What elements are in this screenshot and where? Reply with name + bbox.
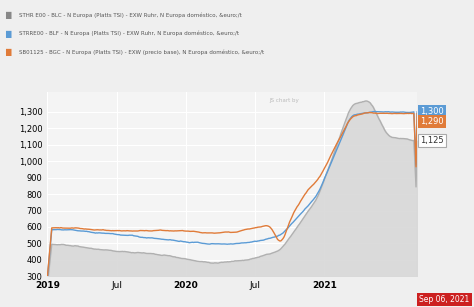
Text: █: █ [5,31,10,38]
Text: SB01125 - BGC - N Europa (Platts TSI) - EXW (precio base), N Europa doméstico, &: SB01125 - BGC - N Europa (Platts TSI) - … [19,49,264,55]
Text: Sep 06, 2021: Sep 06, 2021 [419,295,469,304]
Text: █: █ [5,49,10,56]
Text: STRRE00 - BLF - N Europa (Platts TSI) - EXW Ruhr, N Europa doméstico, &euro;/t: STRRE00 - BLF - N Europa (Platts TSI) - … [19,31,239,36]
Text: █: █ [5,12,10,19]
Text: STHR E00 - BLC - N Europa (Platts TSI) - EXW Ruhr, N Europa doméstico, &euro;/t: STHR E00 - BLC - N Europa (Platts TSI) -… [19,12,242,18]
Text: 1,125: 1,125 [420,136,444,145]
Text: 1,290: 1,290 [420,117,444,126]
Text: JS chart by: JS chart by [269,98,299,103]
Text: 1,300: 1,300 [420,107,444,116]
